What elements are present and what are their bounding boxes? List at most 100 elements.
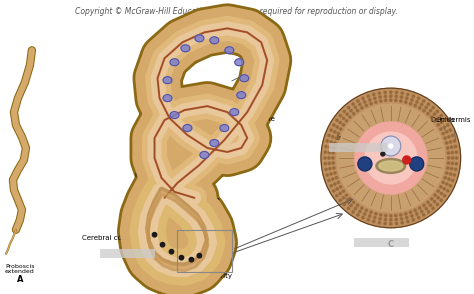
Text: Lateral
nerve cord: Lateral nerve cord — [135, 166, 172, 178]
Circle shape — [362, 216, 364, 219]
Circle shape — [451, 151, 454, 154]
Circle shape — [406, 97, 408, 99]
Circle shape — [380, 214, 382, 216]
Circle shape — [416, 101, 418, 103]
Circle shape — [342, 196, 345, 199]
Circle shape — [354, 106, 356, 108]
Circle shape — [455, 151, 457, 153]
Circle shape — [425, 106, 428, 108]
Circle shape — [384, 214, 387, 217]
Circle shape — [436, 110, 438, 113]
Circle shape — [401, 96, 403, 98]
Circle shape — [339, 199, 342, 201]
Circle shape — [418, 216, 420, 219]
Circle shape — [374, 216, 376, 219]
Circle shape — [331, 136, 334, 138]
Circle shape — [374, 97, 376, 99]
Circle shape — [337, 104, 445, 212]
Circle shape — [367, 219, 370, 221]
Circle shape — [378, 222, 381, 224]
Circle shape — [401, 218, 403, 220]
Circle shape — [339, 121, 341, 124]
Circle shape — [428, 211, 430, 213]
Circle shape — [447, 152, 450, 154]
Circle shape — [447, 124, 449, 126]
Circle shape — [347, 207, 350, 210]
Circle shape — [447, 167, 449, 169]
Circle shape — [437, 117, 439, 119]
Ellipse shape — [230, 108, 239, 116]
Circle shape — [329, 168, 331, 170]
Circle shape — [334, 142, 336, 144]
Circle shape — [339, 128, 342, 130]
Circle shape — [384, 91, 386, 93]
Circle shape — [346, 113, 348, 116]
Circle shape — [400, 100, 402, 102]
Ellipse shape — [210, 140, 219, 146]
Circle shape — [390, 95, 392, 97]
Circle shape — [414, 209, 417, 212]
Circle shape — [423, 204, 425, 206]
Ellipse shape — [181, 45, 190, 52]
Circle shape — [331, 178, 334, 180]
Circle shape — [152, 233, 157, 237]
Circle shape — [359, 210, 361, 213]
Ellipse shape — [220, 125, 229, 131]
Circle shape — [444, 177, 447, 179]
Circle shape — [395, 95, 397, 98]
Circle shape — [429, 109, 432, 112]
Circle shape — [422, 214, 425, 216]
Circle shape — [333, 124, 335, 126]
Circle shape — [339, 192, 341, 195]
Circle shape — [336, 188, 338, 190]
Ellipse shape — [225, 47, 234, 54]
Text: B: B — [198, 278, 205, 287]
Circle shape — [440, 186, 442, 188]
Circle shape — [444, 119, 446, 121]
Circle shape — [395, 218, 397, 221]
Circle shape — [407, 93, 409, 96]
Circle shape — [333, 167, 335, 169]
Circle shape — [326, 140, 328, 142]
Circle shape — [336, 126, 338, 128]
Circle shape — [373, 93, 375, 96]
Circle shape — [390, 223, 392, 225]
Circle shape — [378, 92, 381, 94]
Circle shape — [412, 219, 415, 221]
Circle shape — [368, 215, 371, 217]
Circle shape — [412, 95, 415, 97]
Circle shape — [419, 107, 421, 109]
Ellipse shape — [195, 35, 204, 42]
Circle shape — [330, 185, 332, 187]
Circle shape — [332, 162, 334, 164]
Circle shape — [428, 103, 430, 105]
Text: Copyright © McGraw-Hill Education. Permission required for reproduction or displ: Copyright © McGraw-Hill Education. Permi… — [75, 7, 398, 16]
Circle shape — [197, 253, 201, 258]
Circle shape — [381, 152, 385, 156]
Circle shape — [442, 181, 445, 183]
Circle shape — [429, 204, 432, 206]
Circle shape — [368, 99, 371, 101]
Circle shape — [353, 201, 355, 203]
FancyBboxPatch shape — [354, 238, 409, 247]
Circle shape — [432, 207, 434, 210]
Circle shape — [332, 157, 334, 159]
Circle shape — [364, 101, 366, 103]
Circle shape — [328, 151, 330, 154]
Circle shape — [390, 215, 392, 217]
Circle shape — [325, 145, 327, 148]
Circle shape — [444, 137, 447, 139]
Ellipse shape — [235, 59, 244, 66]
Circle shape — [395, 99, 397, 101]
Circle shape — [350, 109, 352, 112]
Circle shape — [423, 109, 425, 112]
Circle shape — [384, 95, 387, 98]
Circle shape — [349, 116, 351, 118]
Circle shape — [440, 114, 442, 117]
Circle shape — [359, 103, 361, 106]
Circle shape — [342, 123, 345, 126]
Circle shape — [334, 172, 336, 174]
Circle shape — [390, 218, 392, 221]
Circle shape — [430, 116, 433, 118]
Circle shape — [362, 97, 364, 100]
